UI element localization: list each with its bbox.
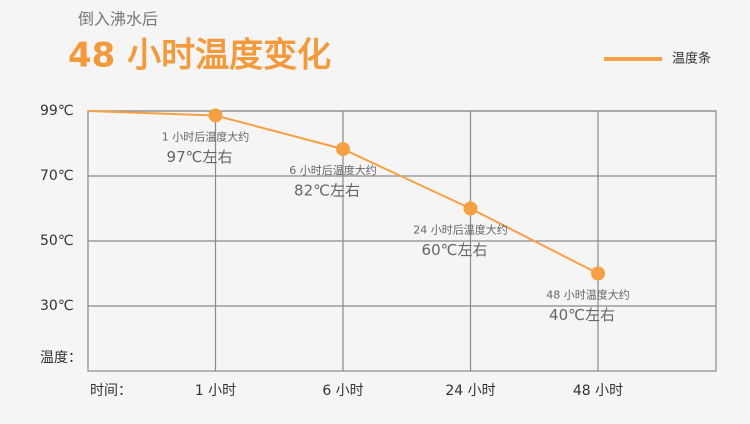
y-tick-label: 50℃ bbox=[40, 233, 74, 249]
chart-title: 48 小时温度变化 bbox=[68, 36, 331, 76]
x-tick-label: 24 小时 bbox=[445, 383, 495, 399]
chart-subtitle: 倒入沸水后 bbox=[78, 10, 158, 29]
data-point bbox=[336, 142, 350, 157]
data-label: 60℃左右 bbox=[422, 241, 488, 259]
data-label: 82℃左右 bbox=[294, 182, 360, 200]
data-point bbox=[208, 108, 223, 123]
y-axis-label: 温度： bbox=[40, 350, 82, 366]
annotation: 1 小时后温度大约 bbox=[162, 129, 250, 143]
annotation: 6 小时后温度大约 bbox=[289, 163, 377, 177]
data-label: 97℃左右 bbox=[167, 148, 233, 166]
x-axis-label: 时间： bbox=[90, 383, 132, 399]
x-tick-label: 1 小时 bbox=[195, 383, 236, 399]
data-point bbox=[463, 201, 478, 216]
y-tick-label: 99℃ bbox=[40, 103, 74, 119]
x-tick-label: 48 小时 bbox=[573, 383, 623, 399]
y-tick-label: 70℃ bbox=[40, 168, 74, 184]
data-label: 40℃左右 bbox=[549, 306, 615, 324]
x-tick-label: 6 小时 bbox=[322, 383, 363, 399]
y-tick-label: 30℃ bbox=[40, 298, 74, 314]
legend-label: 温度条 bbox=[672, 51, 711, 67]
annotation: 48 小时温度大约 bbox=[546, 288, 630, 302]
data-point bbox=[591, 266, 605, 281]
annotation: 24 小时后温度大约 bbox=[413, 223, 508, 237]
